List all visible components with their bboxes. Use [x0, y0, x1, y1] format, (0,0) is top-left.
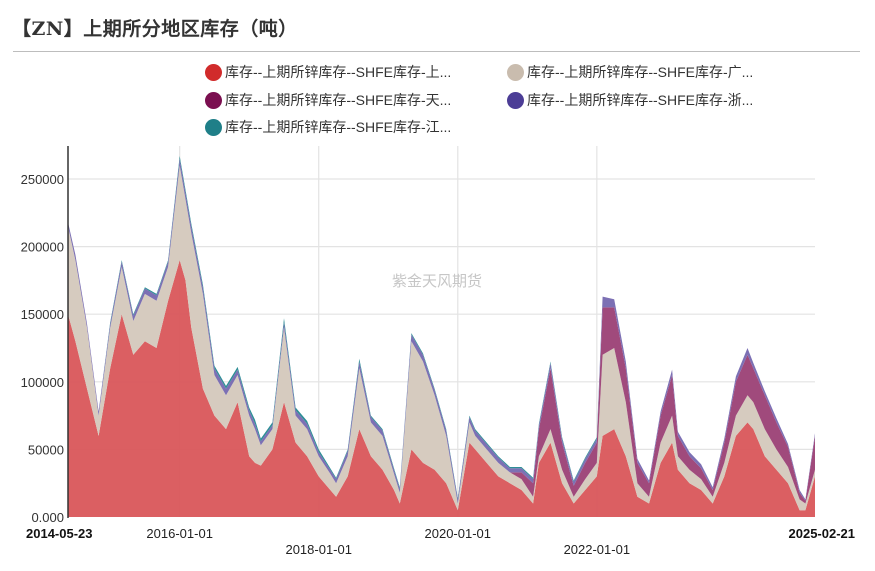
x-tick-label: 2016-01-01: [146, 526, 213, 541]
y-tick-label: 0.000: [31, 510, 64, 525]
y-tick-label: 200000: [21, 240, 64, 255]
x-tick-label: 2022-01-01: [564, 542, 631, 557]
area-series-1[interactable]: [68, 165, 815, 511]
legend-item-tianjin[interactable]: 库存--上期所锌库存--SHFE库存-天...: [205, 90, 451, 110]
page-title: 【ZN】上期所分地区库存（吨）: [12, 18, 298, 40]
chart-areas: [68, 156, 815, 517]
x-axis-ticks: 2014-05-23 2016-01-01 2018-01-01 2020-01-01…: [26, 526, 855, 557]
legend-label: 库存--上期所锌库存--SHFE库存-江...: [225, 119, 452, 135]
legend-label: 库存--上期所锌库存--SHFE库存-上...: [225, 64, 452, 80]
x-tick-label: 2025-02-21: [789, 526, 856, 541]
area-series-2[interactable]: [68, 165, 815, 504]
area-series-0[interactable]: [68, 260, 815, 517]
legend-label: 库存--上期所锌库存--SHFE库存-浙...: [527, 92, 754, 108]
y-tick-label: 50000: [28, 442, 64, 457]
watermark: 紫金天风期货: [392, 273, 482, 290]
legend-dot-icon: [507, 63, 524, 81]
y-tick-label: 100000: [21, 375, 64, 390]
legend-dot-icon: [205, 63, 222, 81]
legend-label: 库存--上期所锌库存--SHFE库存-广...: [527, 64, 754, 80]
legend-dot-icon: [205, 118, 222, 136]
title-divider: [13, 51, 860, 52]
x-tick-label: 2020-01-01: [425, 526, 492, 541]
legend-label: 库存--上期所锌库存--SHFE库存-天...: [225, 92, 452, 108]
legend-item-zhejiang[interactable]: 库存--上期所锌库存--SHFE库存-浙...: [507, 90, 753, 110]
legend-item-shanghai[interactable]: 库存--上期所锌库存--SHFE库存-上...: [205, 62, 451, 82]
x-tick-label: 2018-01-01: [285, 542, 352, 557]
legend-dot-icon: [205, 91, 222, 109]
y-tick-label: 150000: [21, 307, 64, 322]
legend-item-jiangsu[interactable]: 库存--上期所锌库存--SHFE库存-江...: [205, 117, 451, 137]
legend-item-guangdong[interactable]: 库存--上期所锌库存--SHFE库存-广...: [507, 62, 753, 82]
x-tick-label: 2014-05-23: [26, 526, 93, 541]
legend-dot-icon: [507, 91, 524, 109]
y-tick-label: 250000: [21, 172, 64, 187]
y-axis-ticks: 0.000 50000 100000 150000 200000 250000: [21, 172, 64, 525]
